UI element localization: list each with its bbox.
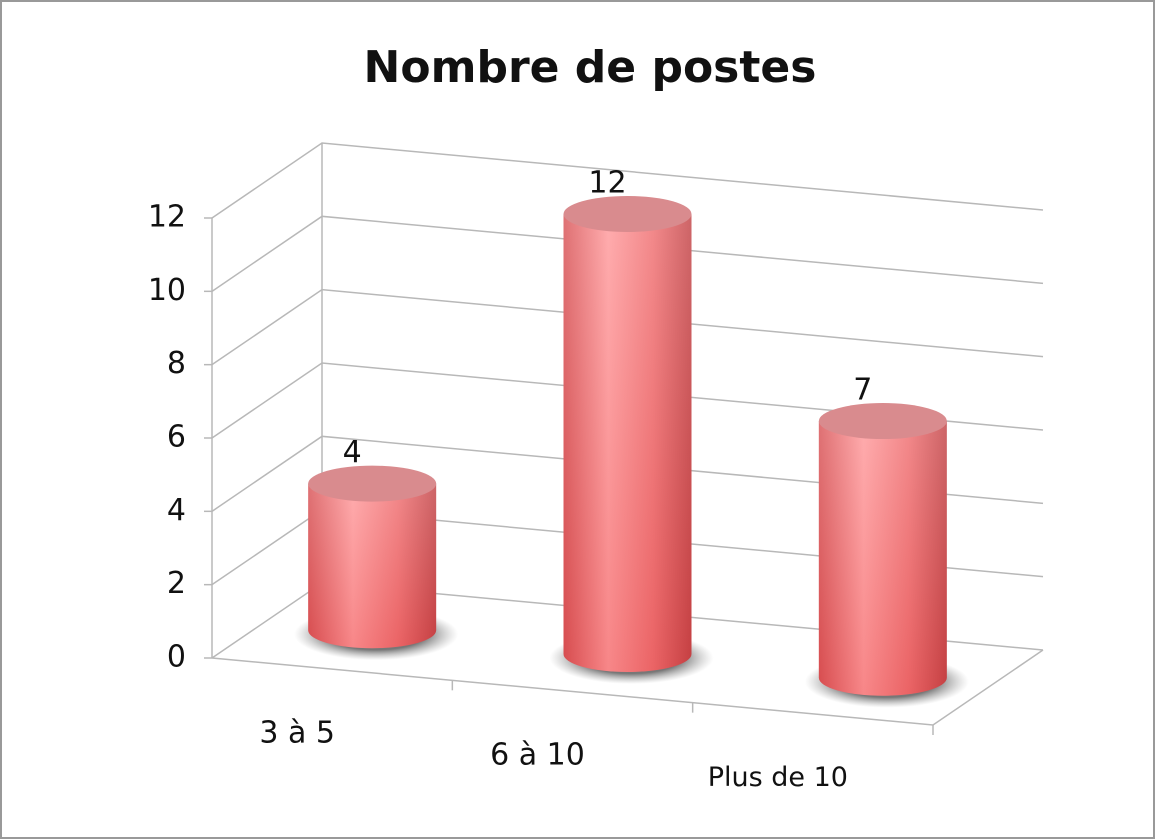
y-tick-label: 12 [148, 200, 186, 235]
data-label: 7 [853, 373, 872, 408]
chart-title: Nombre de postes [364, 42, 817, 93]
grid-line [211, 435, 1044, 512]
bar-top [818, 403, 947, 440]
grid-line [211, 215, 1044, 292]
y-tick-label: 6 [167, 420, 186, 455]
x-tick-label: Plus de 10 [708, 762, 848, 793]
data-label: 4 [343, 435, 362, 470]
x-tick-label: 3 à 5 [259, 715, 335, 750]
bar-shade [563, 214, 692, 672]
bar-shade [818, 421, 947, 696]
y-tick-label: 8 [167, 346, 186, 381]
grid-line [211, 288, 1044, 366]
bar-top [563, 196, 692, 232]
bar-top [308, 465, 437, 502]
data-label: 12 [588, 166, 626, 201]
y-tick-label: 2 [167, 566, 186, 601]
bar-shade [308, 483, 437, 649]
y-tick-label: 4 [167, 493, 186, 528]
grid-line [211, 362, 1044, 439]
y-tick-label: 10 [148, 273, 186, 308]
x-tick-label: 6 à 10 [490, 738, 585, 773]
grid-line [211, 142, 1044, 219]
y-tick-label: 0 [167, 640, 186, 675]
